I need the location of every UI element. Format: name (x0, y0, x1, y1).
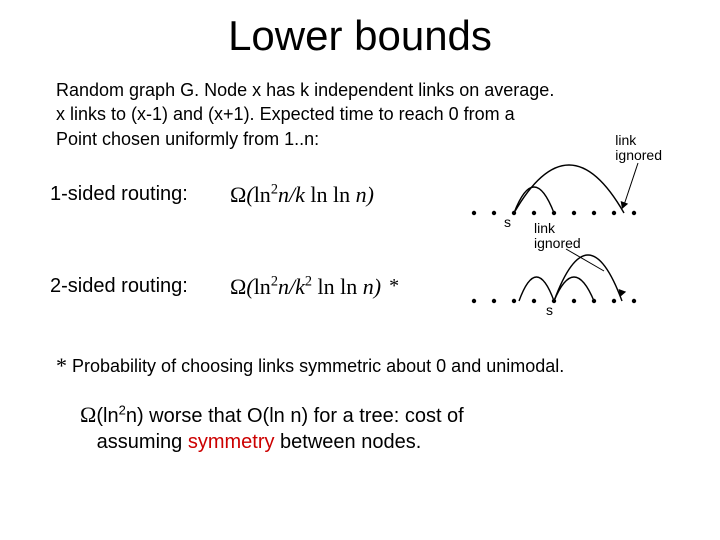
formula-2-sided: Ω(ln2n/k2 ln ln n) (230, 274, 381, 299)
bottom-sup: 2 (119, 402, 126, 417)
bottom-before: (ln (96, 405, 118, 427)
omega-glyph: Ω (80, 402, 96, 427)
label-2-sided: 2-sided routing: (50, 275, 230, 298)
diagram-2-sided: linkignored s (454, 221, 664, 341)
row-2-sided: 2-sided routing: Ω(ln2n/k2 ln ln n) * li… (50, 255, 670, 319)
anno-link-ignored-2: linkignored (534, 221, 581, 250)
bottom-emph: symmetry (188, 431, 275, 453)
bottom-line2-pre: assuming (97, 431, 188, 453)
bottom-line2-post: between nodes. (275, 431, 422, 453)
intro-line2: x links to (x-1) and (x+1). Expected tim… (56, 104, 515, 124)
slide-title: Lower bounds (50, 12, 670, 60)
anno-s-2: s (546, 303, 553, 318)
bottom-rest: n) worse that O(ln n) for a tree: cost o… (126, 405, 464, 427)
row-1-sided: 1-sided routing: Ω(ln2n/k ln ln n) linki… (50, 163, 670, 227)
footnote: * Probability of choosing links symmetri… (50, 353, 670, 379)
anno-link-ignored-1: linkignored (615, 133, 662, 162)
intro-line3: Point chosen uniformly from 1..n: (56, 129, 319, 149)
intro-line1: Random graph G. Node x has k independent… (56, 80, 554, 100)
formula-1-sided: Ω(ln2n/k ln ln n) (230, 182, 374, 207)
footnote-text: Probability of choosing links symmetric … (72, 356, 564, 376)
footnote-star: * (56, 353, 67, 378)
star-after-formula: * (389, 275, 399, 298)
bottom-text: Ω(ln2n) worse that O(ln n) for a tree: c… (50, 401, 670, 456)
label-1-sided: 1-sided routing: (50, 183, 230, 206)
